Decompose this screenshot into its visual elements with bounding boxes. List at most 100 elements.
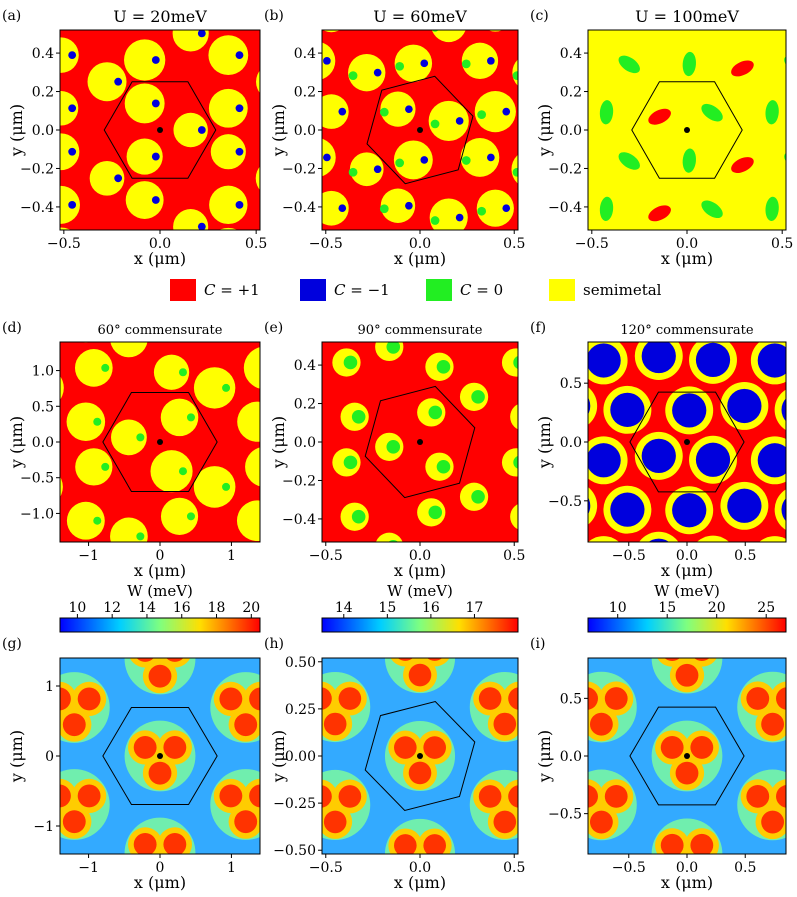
colorbar-tick-label: 15 <box>658 600 676 616</box>
y-tick-label: 0.0 <box>32 435 54 451</box>
y-axis-label: y (μm) <box>269 104 288 157</box>
panel-letter: (d) <box>2 320 22 336</box>
x-axis-label: x (μm) <box>661 873 713 892</box>
panel-title: 120° commensurate <box>620 323 754 338</box>
legend-item-c-minus-1: C = −1 <box>300 276 390 304</box>
panel-letter: (g) <box>2 636 22 652</box>
y-tick-label: 0.00 <box>285 749 316 765</box>
center-dot <box>417 127 423 133</box>
center-dot <box>157 127 163 133</box>
x-tick-label: 0.5 <box>503 548 525 564</box>
panel-letter: (f) <box>530 320 546 336</box>
bandwidth-map-6: −1 0 1 −1 0 1 x (μm) y (μm) (g) <box>2 636 261 892</box>
legend-item-semimetal: semimetal <box>549 276 661 304</box>
y-axis-label: y (μm) <box>7 104 26 157</box>
y-axis-label: y (μm) <box>7 730 26 783</box>
moire-unit-cell-hexagon <box>631 81 743 179</box>
x-tick-label: 0.0 <box>676 548 698 564</box>
y-tick-label: 0.0 <box>32 123 54 139</box>
x-tick-label: −0.5 <box>612 860 646 876</box>
y-tick-label: −0.4 <box>282 200 316 216</box>
x-axis-label: x (μm) <box>661 249 713 268</box>
panel-letter: (e) <box>264 320 283 336</box>
phase-map-3: −1 0 1 −1.0 −0.5 0.0 0.5 1.0 x (μm) y (μm) 60° com… <box>2 320 261 580</box>
swatch-c-zero <box>426 279 452 301</box>
y-tick-label: 0.2 <box>294 397 316 413</box>
x-tick-label: −1 <box>78 548 99 564</box>
moire-unit-cell-hexagon <box>366 75 474 185</box>
legend-label: C = +1 <box>204 281 260 299</box>
colorbar-2: 10 15 20 25 W (meV) <box>587 582 787 633</box>
colorbar-tick-label: 14 <box>335 600 353 616</box>
phase-map-5: −0.5 0.0 0.5 −0.5 0.0 0.5 x (μm) y (μm) 120° com… <box>530 320 787 580</box>
panel-letter: (b) <box>264 8 284 24</box>
y-axis-label: y (μm) <box>535 104 554 157</box>
y-tick-label: 0.4 <box>560 46 582 62</box>
x-tick-label: −0.5 <box>309 548 343 564</box>
moire-unit-cell-hexagon <box>629 391 745 493</box>
y-axis-label: y (μm) <box>7 416 26 469</box>
y-tick-label: 0.0 <box>294 123 316 139</box>
colorbar-tick-label: 25 <box>757 600 775 616</box>
x-axis-label: x (μm) <box>134 873 186 892</box>
phase-map-4: −0.5 0.0 0.5 −0.4 −0.2 0.0 0.2 0.4 x (μm) y (μm) 9… <box>264 320 525 580</box>
x-tick-label: 0 <box>156 860 165 876</box>
y-tick-label: −0.4 <box>282 512 316 528</box>
center-dot <box>417 439 423 445</box>
x-tick-label: 0.0 <box>676 860 698 876</box>
x-tick-label: 0.5 <box>245 236 267 252</box>
x-axis-label: x (μm) <box>661 561 713 580</box>
x-tick-label: 0.0 <box>409 548 431 564</box>
panel-title: U = 20meV <box>113 7 207 26</box>
center-dot <box>417 753 423 759</box>
x-tick-label: 0.5 <box>771 236 793 252</box>
colorbar-tick-label: 14 <box>138 600 156 616</box>
y-tick-label: −0.50 <box>273 843 316 859</box>
legend-label: C = −1 <box>334 281 390 299</box>
x-tick-label: 0.5 <box>503 236 525 252</box>
panel-title: 60° commensurate <box>98 323 223 338</box>
y-tick-label: 0.2 <box>294 85 316 101</box>
x-tick-label: 1 <box>227 548 236 564</box>
colorbar-tick-label: 16 <box>422 600 440 616</box>
y-tick-label: 0.0 <box>560 123 582 139</box>
x-tick-label: −1 <box>78 860 99 876</box>
colorbar-tick-label: 20 <box>708 600 726 616</box>
x-tick-label: 0.0 <box>409 860 431 876</box>
bandwidth-map-7: −0.5 0.0 0.5 −0.50 −0.25 0.00 0.25 0.50 x (μm) y … <box>264 636 525 892</box>
legend-item-c-plus-1: C = +1 <box>170 276 260 304</box>
y-tick-label: 0.2 <box>32 85 54 101</box>
x-tick-label: 0 <box>156 548 165 564</box>
panel-title: U = 100meV <box>635 7 739 26</box>
colorbar-tick-label: 18 <box>208 600 226 616</box>
y-tick-label: −0.2 <box>20 161 54 177</box>
y-tick-label: −1 <box>33 819 54 835</box>
y-tick-label: 0.5 <box>560 691 582 707</box>
swatch-c-minus-1 <box>300 279 326 301</box>
y-tick-label: −0.2 <box>282 473 316 489</box>
y-tick-label: −0.5 <box>548 494 582 510</box>
y-tick-label: 0.4 <box>32 46 54 62</box>
panel-title: U = 60meV <box>373 7 467 26</box>
x-tick-label: 0.5 <box>734 860 756 876</box>
y-tick-label: −0.4 <box>548 200 582 216</box>
x-axis-label: x (μm) <box>394 561 446 580</box>
x-tick-label: 0.0 <box>676 236 698 252</box>
panel-letter: (a) <box>2 8 21 24</box>
colorbar-1: 14 15 16 17 W (meV) <box>321 582 519 633</box>
y-tick-label: −0.5 <box>20 471 54 487</box>
colorbar-0: 10 12 14 16 18 20 W (meV) <box>59 582 261 633</box>
x-tick-label: −0.5 <box>309 860 343 876</box>
y-tick-label: −0.2 <box>548 161 582 177</box>
y-tick-label: 0.2 <box>560 85 582 101</box>
legend-item-c-zero: C = 0 <box>426 276 503 304</box>
y-axis-label: y (μm) <box>269 416 288 469</box>
x-axis-label: x (μm) <box>394 873 446 892</box>
legend-label: C = 0 <box>460 281 504 299</box>
center-dot <box>684 439 690 445</box>
x-tick-label: 0.5 <box>503 860 525 876</box>
x-tick-label: 1 <box>227 860 236 876</box>
colorbar-label: W (meV) <box>654 582 720 600</box>
moire-unit-cell-hexagon <box>364 701 476 811</box>
